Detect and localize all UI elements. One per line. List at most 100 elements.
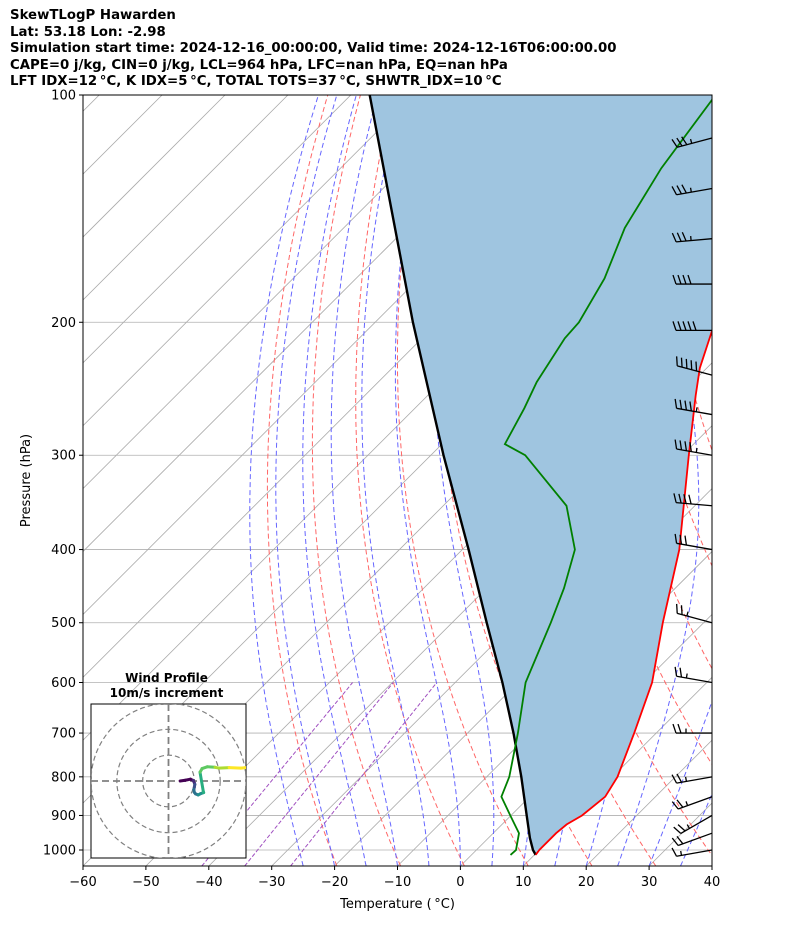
- wind-barb-flag: [689, 401, 692, 412]
- y-tick-label: 1000: [43, 844, 76, 859]
- moist-adiabat: [249, 95, 319, 866]
- wind-barb-flag: [680, 357, 683, 368]
- wind-barb-staff: [676, 238, 713, 243]
- wind-barb-staff: [676, 849, 713, 857]
- indices-text: LFT IDX=12 °C, K IDX=5 °C, TOTAL TOTS=37…: [10, 74, 502, 90]
- wind-barb: [671, 796, 713, 810]
- wind-barb-flag: [676, 137, 683, 147]
- x-axis-label: Temperature ( °C): [339, 897, 455, 912]
- wind-barb-half-flag: [685, 801, 689, 806]
- wind-barb-half-flag: [685, 673, 688, 679]
- moist-adiabat: [330, 95, 398, 866]
- wind-barb-staff: [676, 542, 713, 551]
- wind-barb-flag: [690, 360, 693, 370]
- dry-adiabat: [311, 95, 402, 866]
- y-tick-label: 500: [51, 616, 76, 631]
- dry-adiabat: [719, 95, 794, 866]
- wind-barb-flag: [673, 493, 677, 503]
- wind-barb-flag: [671, 232, 677, 243]
- hodograph-area: [91, 704, 246, 858]
- mixing-ratio-line: [290, 682, 438, 866]
- moist-adiabat: [680, 792, 712, 866]
- y-axis-label: Pressure (hPa): [19, 434, 34, 527]
- wind-barb-flag: [671, 847, 678, 857]
- isotherm: [83, 95, 289, 301]
- wind-barb-flag: [679, 440, 683, 450]
- hodograph-segment: [198, 770, 205, 794]
- wind-barb: [676, 603, 713, 624]
- plot-area: [83, 95, 794, 866]
- wind-barb-flag: [671, 186, 678, 196]
- wind-barb-flag: [676, 603, 678, 614]
- wind-barb-flag: [681, 232, 687, 242]
- wind-barb-flag: [685, 358, 688, 369]
- wind-barb-flag: [676, 799, 684, 808]
- wind-barb-staff: [676, 187, 713, 196]
- parcel-profile-line: [368, 95, 537, 856]
- x-tick-label: −20: [321, 875, 348, 890]
- wind-barb-staff: [676, 448, 713, 456]
- wind-barb-flag: [673, 826, 682, 834]
- y-tick-label: 300: [51, 449, 76, 464]
- moist-adiabat: [394, 95, 461, 866]
- wind-barb-flag: [674, 666, 678, 677]
- moist-adiabat: [711, 864, 712, 866]
- wind-barb-flag: [671, 801, 679, 810]
- wind-barb: [674, 439, 713, 456]
- wind-barb-flag: [674, 398, 678, 409]
- moist-adiabat: [302, 95, 367, 866]
- wind-barb: [672, 321, 712, 332]
- isotherm: [83, 95, 226, 238]
- wind-barb-staff: [677, 137, 713, 148]
- station-title: SkewTLogP Hawarden: [10, 8, 176, 23]
- y-tick-label: 900: [51, 809, 76, 824]
- x-tick-label: 30: [641, 875, 658, 890]
- wind-barb-flag: [692, 321, 697, 331]
- wind-barb: [674, 398, 713, 416]
- wind-barb-flag: [684, 441, 688, 451]
- isotherm: [711, 865, 712, 866]
- y-tick-label: 100: [51, 89, 76, 104]
- wind-barb-flag: [679, 667, 683, 678]
- wind-barb-flag: [677, 321, 682, 331]
- wind-barb: [671, 832, 713, 847]
- wind-barb-flag: [679, 534, 683, 545]
- wind-barb-staff: [677, 796, 713, 810]
- wind-barb-flag: [677, 723, 682, 734]
- wind-barb-flag: [676, 773, 683, 783]
- wind-barb: [671, 184, 713, 196]
- y-tick-label: 400: [51, 543, 76, 558]
- lat-lon-text: Lat: 53.18 Lon: -2.98: [10, 24, 166, 40]
- dry-adiabat: [355, 95, 465, 866]
- y-tick-label: 600: [51, 676, 76, 691]
- x-tick-label: 20: [578, 875, 595, 890]
- wind-barb-flag: [681, 184, 687, 194]
- wind-barb-flag: [676, 835, 684, 845]
- x-tick-label: −50: [132, 875, 159, 890]
- hodograph-subtitle: 10m/s increment: [110, 686, 224, 700]
- wind-barb-staff: [680, 814, 713, 835]
- temperature-line: [534, 327, 712, 856]
- moist-adiabat: [361, 95, 430, 866]
- time-text: Simulation start time: 2024-12-16_00:00:…: [10, 41, 617, 57]
- wind-barb-staff: [677, 612, 713, 624]
- wind-barb-half-flag: [695, 447, 698, 453]
- wind-barb: [671, 773, 713, 784]
- moist-adiabat: [275, 95, 338, 866]
- wind-barb-flag: [677, 824, 686, 832]
- isotherm: [83, 95, 100, 112]
- wind-barb-flag: [681, 136, 688, 146]
- wind-barb-flag: [671, 139, 678, 148]
- wind-barb-flag: [684, 535, 688, 546]
- dry-adiabat: [266, 95, 338, 866]
- dewpoint-line: [500, 98, 712, 856]
- wind-barb-half-flag: [695, 407, 698, 412]
- wind-barb-staff: [677, 365, 713, 376]
- wind-barb-flag: [671, 774, 678, 784]
- wind-barb: [676, 356, 713, 376]
- isotherm: [83, 95, 414, 427]
- x-tick-label: 0: [456, 875, 464, 890]
- hodograph-segment: [239, 766, 246, 770]
- wind-barb-staff: [676, 407, 713, 416]
